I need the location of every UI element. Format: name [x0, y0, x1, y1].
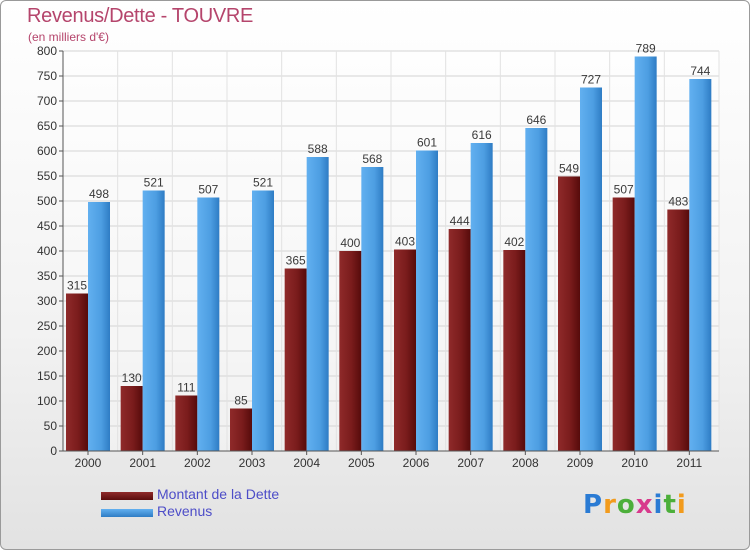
bar-revenue-2002 — [197, 197, 220, 451]
bar-debt-2009 — [558, 176, 580, 451]
x-tick-label-2006: 2006 — [403, 456, 430, 470]
y-tick-label-200: 200 — [37, 344, 57, 358]
value-label-revenue-2003: 521 — [253, 176, 273, 190]
value-label-debt-2000: 315 — [67, 279, 87, 293]
logo-letter: P — [583, 490, 604, 520]
value-label-revenue-2009: 727 — [581, 73, 601, 87]
logo-letter: i — [676, 490, 687, 520]
bar-revenue-2009 — [580, 87, 602, 451]
value-label-debt-2008: 402 — [504, 235, 524, 249]
x-tick-label-2007: 2007 — [457, 456, 484, 470]
value-label-revenue-2008: 646 — [526, 113, 546, 127]
bar-revenue-2001 — [142, 190, 165, 451]
y-tick-label-750: 750 — [37, 69, 57, 83]
bar-revenue-2004 — [306, 157, 329, 451]
x-tick-label-2009: 2009 — [567, 456, 594, 470]
labels-layer: 315 498 130 521 111 507 85 521 365 588 400 568 403 60… — [67, 42, 711, 408]
x-tick-label-2004: 2004 — [293, 456, 320, 470]
value-label-revenue-2000: 498 — [89, 187, 109, 201]
bar-debt-2006 — [394, 249, 416, 451]
y-tick-label-650: 650 — [37, 119, 57, 133]
bar-debt-2005 — [339, 251, 362, 451]
y-tick-label-800: 800 — [37, 44, 57, 58]
bar-debt-2010 — [612, 197, 635, 451]
bar-debt-2004 — [284, 268, 307, 451]
bar-debt-2000 — [66, 293, 88, 451]
legend-label-debt: Montant de la Dette — [157, 486, 280, 502]
value-label-debt-2002: 111 — [177, 381, 196, 395]
proxiti-logo: Proxiti — [583, 490, 687, 520]
bar-revenue-2008 — [525, 128, 548, 451]
legend-label-revenue: Revenus — [157, 503, 213, 519]
x-tick-label-2001: 2001 — [129, 456, 156, 470]
value-label-revenue-2001: 521 — [144, 176, 164, 190]
value-label-revenue-2011: 744 — [690, 64, 710, 78]
x-tick-label-2000: 2000 — [75, 456, 102, 470]
chart-title: Revenus/Dette - TOUVRE — [27, 5, 254, 27]
y-tick-label-300: 300 — [37, 294, 57, 308]
bar-debt-2007 — [448, 229, 471, 451]
logo-letter: x — [635, 490, 654, 520]
legend-swatch-debt — [101, 492, 153, 500]
logo-letter: o — [616, 490, 636, 520]
x-tick-label-2002: 2002 — [184, 456, 211, 470]
value-label-debt-2006: 403 — [395, 235, 415, 249]
bar-debt-2003 — [230, 408, 252, 451]
x-tick-label-2005: 2005 — [348, 456, 375, 470]
bar-debt-2002 — [175, 395, 198, 451]
bar-revenue-2010 — [634, 56, 657, 451]
bar-debt-2008 — [503, 250, 526, 451]
value-label-debt-2007: 444 — [450, 214, 470, 228]
logo-letter: t — [663, 490, 677, 520]
axis-layer: 0 50 100 150 200 250 300 350 400 450 500 550 600 650 7… — [37, 44, 719, 470]
y-tick-label-400: 400 — [37, 244, 57, 258]
value-label-debt-2011: 483 — [668, 195, 688, 209]
y-tick-label-250: 250 — [37, 319, 57, 333]
chart-subtitle: (en milliers d'€) — [28, 30, 109, 44]
x-tick-label-2003: 2003 — [239, 456, 266, 470]
bar-debt-2001 — [120, 386, 143, 451]
value-label-revenue-2005: 568 — [362, 152, 382, 166]
value-label-debt-2004: 365 — [286, 254, 306, 268]
bar-revenue-2007 — [470, 143, 493, 451]
logo-letter: i — [653, 490, 664, 520]
y-tick-label-600: 600 — [37, 144, 57, 158]
bar-revenue-2006 — [416, 150, 438, 451]
value-label-debt-2001: 130 — [122, 371, 142, 385]
y-tick-label-100: 100 — [37, 394, 57, 408]
legend-swatch-revenue — [101, 509, 153, 517]
bars-layer — [66, 56, 712, 451]
value-label-revenue-2002: 507 — [198, 183, 218, 197]
x-tick-label-2010: 2010 — [621, 456, 648, 470]
bar-revenue-2000 — [88, 202, 110, 451]
bar-debt-2011 — [667, 209, 690, 451]
logo-letter: r — [603, 490, 617, 520]
value-label-debt-2009: 549 — [559, 162, 579, 176]
y-tick-label-350: 350 — [37, 269, 57, 283]
bar-revenue-2011 — [689, 79, 712, 451]
y-tick-label-550: 550 — [37, 169, 57, 183]
grid-layer — [62, 50, 720, 452]
y-tick-label-700: 700 — [37, 94, 57, 108]
y-tick-label-450: 450 — [37, 219, 57, 233]
value-label-revenue-2006: 601 — [417, 136, 437, 150]
value-label-debt-2005: 400 — [340, 236, 360, 250]
value-label-revenue-2007: 616 — [472, 128, 492, 142]
value-label-debt-2003: 85 — [234, 394, 248, 408]
y-tick-label-150: 150 — [37, 369, 57, 383]
value-label-revenue-2010: 789 — [636, 42, 656, 56]
bar-revenue-2005 — [361, 167, 384, 451]
y-tick-label-500: 500 — [37, 194, 57, 208]
x-tick-label-2011: 2011 — [676, 456, 702, 470]
y-tick-label-0: 0 — [50, 444, 57, 458]
y-tick-label-50: 50 — [44, 419, 58, 433]
value-label-revenue-2004: 588 — [308, 142, 328, 156]
value-label-debt-2010: 507 — [614, 183, 634, 197]
x-tick-label-2008: 2008 — [512, 456, 539, 470]
bar-revenue-2003 — [252, 190, 274, 451]
